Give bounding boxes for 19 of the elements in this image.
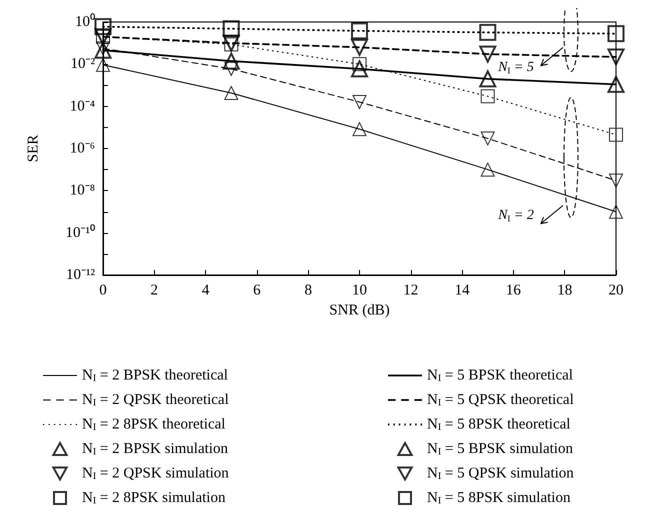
x-axis-title: SNR (dB) (329, 302, 390, 318)
y-tick-label: 10⁻² (70, 56, 96, 72)
y-tick-label: 10⁻⁴ (70, 98, 95, 114)
x-tick-label: 10 (352, 282, 367, 298)
x-tick-label: 4 (202, 282, 210, 298)
y-tick-label: 10⁻⁸ (70, 182, 95, 199)
x-tick-label: 12 (403, 282, 418, 298)
x-tick-label: 20 (608, 282, 624, 298)
x-tick-label: 18 (557, 282, 572, 298)
y-tick-label: 10⁻⁶ (70, 140, 95, 156)
x-tick-label: 8 (304, 282, 312, 298)
x-tick-label: 0 (99, 282, 107, 298)
x-tick-label: 14 (454, 282, 470, 298)
x-tick-label: 16 (506, 282, 522, 298)
x-tick-label: 6 (253, 282, 262, 298)
y-tick-label: 10⁻¹⁰ (66, 224, 95, 241)
y-tick-label: 10⁻¹² (66, 267, 96, 283)
x-tick-label: 2 (150, 282, 158, 298)
y-axis-title: SER (26, 134, 42, 162)
